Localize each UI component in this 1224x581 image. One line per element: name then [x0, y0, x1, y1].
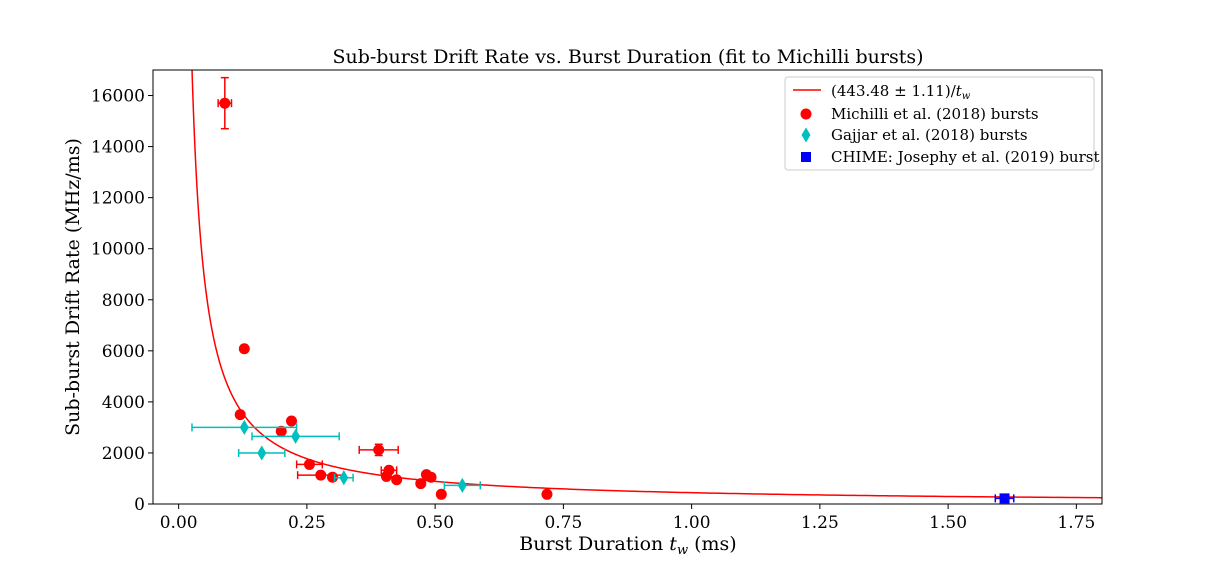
legend-gajjar-marker: [801, 127, 811, 143]
y-tick-label: 10000: [91, 240, 145, 260]
legend: (443.48 ± 1.11)/tw Michilli et al. (2018…: [784, 76, 1100, 171]
gajjar-point: [457, 477, 467, 493]
legend-michilli-marker: [800, 108, 812, 120]
y-tick-label: 0: [134, 495, 145, 515]
x-axis-title-sub: w: [677, 543, 688, 558]
michilli-point: [425, 471, 437, 483]
y-tick-label: 2000: [102, 444, 145, 464]
fit-curve-layer: [191, 70, 1102, 499]
x-axis-title-var: t: [669, 533, 677, 555]
gajjar-point: [239, 419, 249, 435]
michilli-point: [234, 409, 246, 421]
plot-area: [152, 69, 1103, 505]
y-axis-title: Sub-burst Drift Rate (MHz/ms): [62, 138, 84, 436]
michilli-point: [373, 444, 385, 456]
gajjar-point: [339, 470, 349, 486]
x-axis: 0.00 0.25 0.50 0.75 1.00 1.25 1.50 1.75: [160, 504, 1095, 533]
y-tick-label: 4000: [102, 393, 145, 413]
x-tick-label: 0.00: [160, 513, 198, 533]
x-tick-label: 0.25: [288, 513, 326, 533]
michilli-point: [219, 97, 231, 109]
legend-fit-label-var: t: [956, 82, 963, 100]
x-axis-title-prefix: Burst Duration: [519, 533, 669, 555]
data-marks-layer: [191, 76, 1015, 504]
y-tick-label: 6000: [102, 342, 145, 362]
legend-chime-label: CHIME: Josephy et al. (2019) burst: [831, 148, 1100, 166]
x-tick-label: 1.75: [1057, 513, 1095, 533]
x-axis-title-suffix: (ms): [688, 533, 737, 555]
legend-gajjar-label: Gajjar et al. (2018) bursts: [831, 126, 1028, 144]
legend-fit-label-main: (443.48 ± 1.11)/: [831, 82, 957, 100]
legend-chime-marker: [801, 152, 811, 162]
x-axis-title: Burst Duration tw (ms): [519, 533, 736, 558]
chime-point: [999, 493, 1010, 504]
legend-fit-label-sub: w: [962, 91, 971, 102]
gajjar-point: [291, 428, 301, 444]
michilli-point: [286, 415, 298, 427]
fit-curve: [191, 70, 1102, 499]
michilli-point: [435, 488, 447, 500]
michilli-point: [541, 488, 553, 500]
y-tick-label: 12000: [91, 189, 145, 209]
x-tick-label: 1.00: [673, 513, 711, 533]
plot-frame: [152, 69, 1103, 505]
michilli-point: [238, 343, 250, 355]
x-tick-label: 0.75: [544, 513, 582, 533]
x-tick-label: 0.50: [416, 513, 454, 533]
michilli-point: [415, 478, 427, 490]
gajjar-point: [257, 445, 267, 461]
y-tick-label: 14000: [91, 138, 145, 158]
michilli-point: [315, 469, 327, 481]
x-tick-label: 1.50: [929, 513, 967, 533]
y-axis: 0 2000 4000 6000 8000 10000 12000 14000 16000: [91, 87, 153, 515]
michilli-point: [275, 425, 287, 437]
legend-michilli-label: Michilli et al. (2018) bursts: [831, 105, 1039, 123]
x-tick-label: 1.25: [801, 513, 839, 533]
y-tick-label: 16000: [91, 87, 145, 107]
michilli-point: [383, 464, 395, 476]
chart-title: Sub-burst Drift Rate vs. Burst Duration …: [332, 46, 923, 68]
y-tick-label: 8000: [102, 291, 145, 311]
legend-box: [784, 76, 1095, 171]
michilli-point: [391, 474, 403, 486]
legend-fit-label: (443.48 ± 1.11)/tw: [831, 82, 971, 102]
michilli-point: [303, 458, 315, 470]
